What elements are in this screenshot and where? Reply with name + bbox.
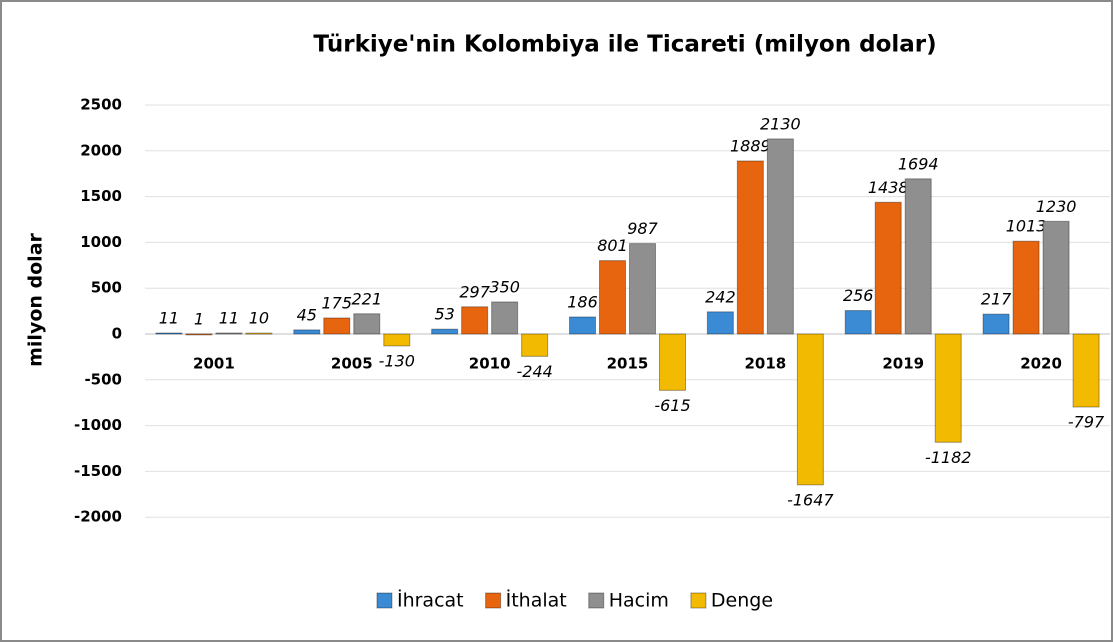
data-label: 1889 — [730, 136, 771, 155]
bar — [706, 311, 734, 335]
legend-swatch — [690, 592, 707, 609]
data-label: -244 — [516, 362, 552, 381]
x-tick-label: 2001 — [193, 355, 235, 373]
bar — [766, 138, 794, 335]
bar — [431, 328, 459, 335]
data-label: 217 — [981, 290, 1012, 309]
y-tick-label: 0 — [112, 325, 122, 343]
x-tick-label: 2010 — [469, 355, 511, 373]
bar — [383, 333, 411, 347]
chart-title: Türkiye'nin Kolombiya ile Ticareti (mily… — [313, 32, 936, 58]
bar — [155, 332, 183, 335]
y-tick-label: 1000 — [80, 233, 122, 251]
data-label: -1182 — [925, 448, 972, 467]
bar — [461, 306, 489, 335]
bar — [245, 332, 273, 335]
data-label: 2130 — [760, 114, 801, 133]
data-label: 10 — [249, 309, 269, 328]
data-label: -130 — [379, 351, 415, 370]
y-tick-label: -500 — [84, 370, 122, 388]
legend-label: İthalat — [506, 589, 567, 612]
data-label: 350 — [489, 277, 520, 296]
data-label: 45 — [297, 305, 317, 324]
data-label: 175 — [322, 293, 353, 312]
data-label: 221 — [352, 289, 383, 308]
data-label: 11 — [219, 308, 239, 327]
x-tick-label: 2015 — [607, 355, 649, 373]
bar — [796, 333, 824, 486]
y-tick-label: 1500 — [80, 187, 122, 205]
bar — [323, 317, 351, 335]
bar — [904, 178, 932, 335]
bar — [1042, 220, 1070, 335]
legend-swatch — [485, 592, 502, 609]
bar — [874, 201, 902, 335]
data-label: 801 — [597, 236, 628, 255]
data-label: 242 — [705, 287, 736, 306]
data-label: 297 — [459, 282, 490, 301]
y-tick-label: -1500 — [74, 462, 122, 480]
y-tick-label: 500 — [91, 279, 122, 297]
legend-label: İhracat — [397, 589, 464, 612]
data-label: 11 — [159, 308, 179, 327]
bar — [293, 329, 321, 335]
data-label: 256 — [843, 286, 874, 305]
y-tick-label: -2000 — [74, 508, 122, 526]
y-tick-label: 2500 — [80, 96, 122, 114]
bar — [185, 333, 213, 336]
bar — [982, 313, 1010, 335]
bar — [629, 243, 656, 335]
y-axis-label: milyon dolar — [25, 232, 47, 366]
bar — [1072, 333, 1100, 408]
bar — [1012, 240, 1040, 335]
x-tick-label: 2005 — [331, 355, 373, 373]
y-tick-label: 2000 — [80, 141, 122, 159]
bar — [934, 333, 962, 443]
data-label: 1 — [194, 309, 204, 328]
data-label: 53 — [434, 305, 454, 324]
bar — [736, 160, 764, 335]
bar — [659, 333, 686, 391]
bar — [599, 260, 626, 335]
data-label: -797 — [1068, 413, 1105, 432]
legend-label: Hacim — [609, 590, 669, 612]
legend-label: Denge — [711, 590, 773, 612]
x-tick-label: 2019 — [882, 355, 924, 373]
x-tick-label: 2018 — [744, 355, 786, 373]
data-label: 1438 — [868, 178, 909, 197]
data-label: 186 — [567, 292, 598, 311]
bar — [844, 310, 872, 335]
bar — [521, 333, 549, 357]
data-label: -615 — [654, 396, 690, 415]
bar — [215, 332, 243, 335]
data-label: 1230 — [1036, 197, 1077, 216]
data-label: 987 — [627, 219, 658, 238]
legend-swatch — [376, 592, 393, 609]
bar — [353, 313, 381, 335]
data-label: 1013 — [1006, 217, 1047, 236]
legend-swatch — [588, 592, 605, 609]
data-label: -1647 — [787, 490, 834, 509]
y-tick-label: -1000 — [74, 416, 122, 434]
x-tick-label: 2020 — [1020, 355, 1062, 373]
bar — [491, 301, 519, 335]
bar — [569, 316, 596, 335]
data-label: 1694 — [898, 154, 939, 173]
